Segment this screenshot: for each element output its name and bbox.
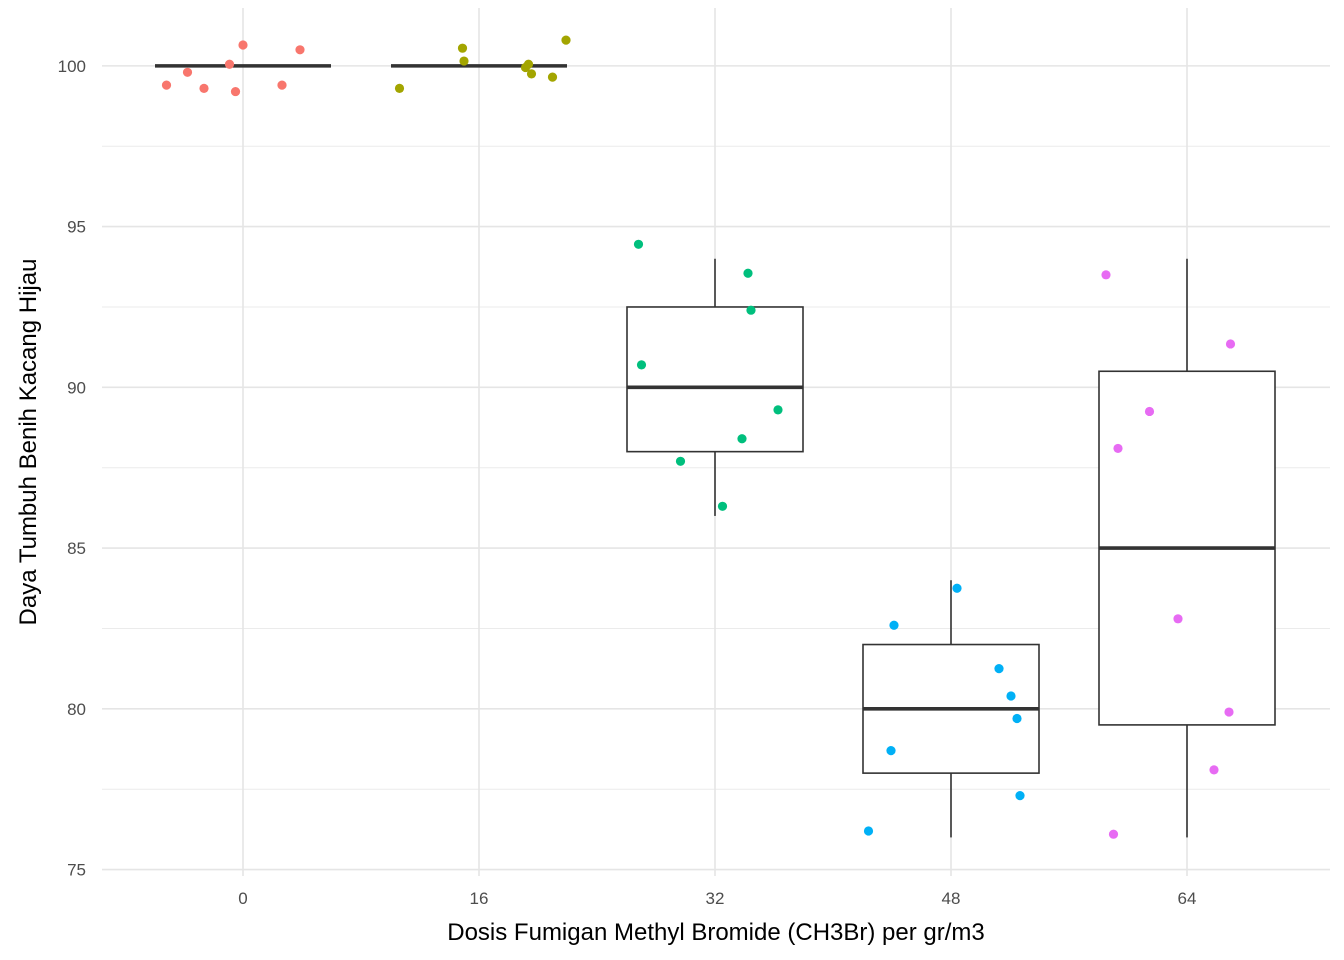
data-point-64 [1113, 443, 1123, 454]
data-point-32 [743, 268, 753, 278]
box-48 [862, 580, 1040, 838]
data-point-64 [1224, 707, 1234, 717]
y-tick-label: 95 [67, 218, 86, 237]
data-point-64 [1225, 339, 1236, 349]
data-point-48 [1006, 691, 1016, 701]
data-point-48 [952, 583, 962, 593]
data-point-16 [457, 43, 468, 53]
data-point-48 [889, 620, 899, 630]
data-point-0 [161, 80, 172, 90]
data-point-32 [633, 239, 644, 249]
points [161, 35, 1236, 839]
data-point-48 [1015, 791, 1025, 801]
box-64 [1098, 258, 1276, 838]
x-tick-label: 16 [470, 889, 489, 908]
boxes [155, 64, 1276, 838]
y-tick-label: 80 [67, 700, 86, 719]
x-tick-label: 64 [1178, 889, 1197, 908]
data-point-0 [238, 40, 248, 50]
data-point-0 [230, 86, 241, 97]
data-point-16 [459, 56, 469, 66]
ticks: 75 80 85 90 95 100 0 16 32 48 64 [58, 57, 1197, 908]
data-point-0 [277, 80, 287, 90]
data-point-32 [717, 501, 728, 511]
y-tick-label: 85 [67, 539, 86, 558]
y-tick-label: 90 [67, 378, 86, 397]
x-tick-label: 32 [706, 889, 725, 908]
x-axis-title: Dosis Fumigan Methyl Bromide (CH3Br) per… [447, 919, 984, 946]
x-tick-label: 0 [238, 889, 247, 908]
data-point-48 [1012, 713, 1022, 724]
x-tick-label: 48 [942, 889, 961, 908]
box-iqr [626, 306, 804, 453]
data-point-64 [1144, 406, 1155, 417]
data-point-64 [1101, 270, 1111, 280]
data-point-16 [394, 83, 405, 93]
data-point-48 [994, 664, 1004, 674]
data-point-0 [295, 45, 305, 55]
data-point-0 [224, 59, 235, 69]
data-point-32 [737, 434, 747, 444]
data-point-0 [199, 83, 209, 93]
data-point-32 [675, 456, 686, 466]
data-point-16 [547, 72, 558, 82]
box-32 [626, 258, 804, 516]
data-point-48 [886, 746, 896, 756]
data-point-32 [636, 360, 647, 370]
data-point-64 [1108, 829, 1119, 839]
data-point-48 [863, 826, 874, 836]
data-point-16 [526, 69, 537, 79]
data-point-16 [523, 59, 534, 69]
data-point-32 [773, 405, 783, 415]
data-point-64 [1173, 614, 1183, 624]
y-tick-label: 100 [58, 57, 86, 76]
data-point-0 [182, 67, 193, 77]
data-point-32 [746, 305, 756, 315]
y-axis-title: Daya Tumbuh Benih Kacang Hijau [15, 259, 42, 626]
y-tick-label: 75 [67, 861, 86, 880]
data-point-64 [1209, 765, 1219, 775]
data-point-16 [561, 35, 571, 45]
